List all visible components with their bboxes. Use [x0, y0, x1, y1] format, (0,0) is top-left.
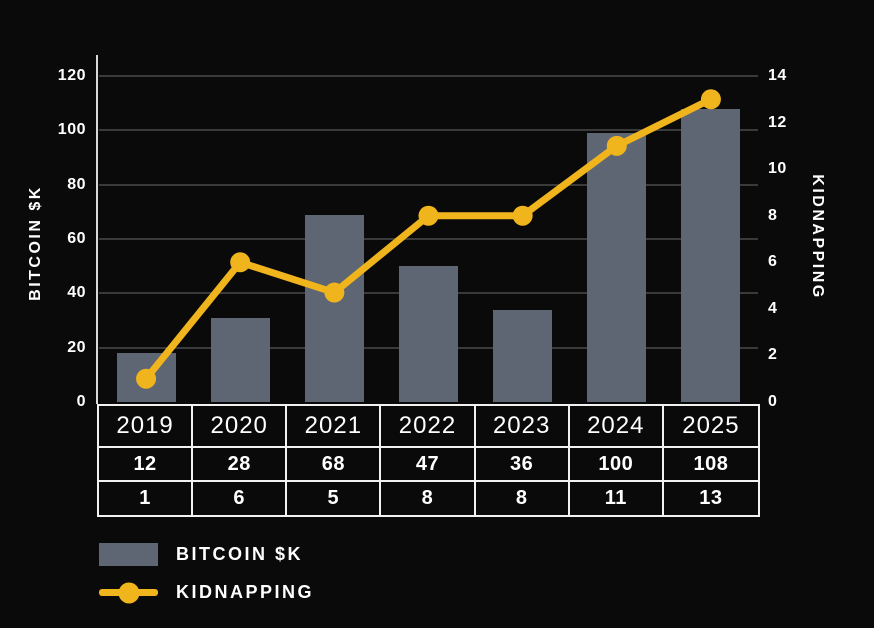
left-axis-tick-label: 100	[57, 121, 86, 139]
legend: BITCOIN $K KIDNAPPING	[99, 543, 314, 604]
legend-item-bitcoin: BITCOIN $K	[99, 543, 314, 566]
bitcoin-bar	[116, 353, 176, 402]
legend-kidnapping-label: KIDNAPPING	[176, 582, 315, 602]
right-axis-tick-label: 0	[768, 393, 778, 410]
table-bitcoin-value-cell: 68	[287, 448, 382, 482]
legend-kidnapping-dot-icon	[118, 582, 139, 603]
table-bitcoin-value-cell: 100	[569, 448, 664, 482]
bitcoin-bar	[210, 317, 270, 402]
table-kidnapping-value-cell: 13	[699, 487, 723, 509]
bitcoin-bar	[493, 309, 553, 402]
right-axis-title: KIDNAPPING	[809, 174, 826, 300]
table-year-cell: 2019	[99, 406, 194, 448]
gridline	[99, 129, 758, 132]
table-year-cell: 2023	[475, 406, 570, 448]
gridline	[99, 75, 758, 77]
right-axis-tick-label: 6	[768, 253, 778, 271]
table-year-cell: 2024	[569, 406, 664, 448]
right-axis-tick-label: 8	[768, 206, 778, 224]
right-axis-tick-label: 2	[768, 346, 778, 364]
left-axis-tick-label: 120	[57, 67, 86, 84]
table-bitcoin-value-cell: 36	[475, 448, 570, 482]
table-kidnapping-value-cell: 11	[570, 482, 664, 515]
table-year-cell: 2025	[663, 406, 758, 448]
legend-item-kidnapping: KIDNAPPING	[99, 581, 314, 604]
right-axis-tick-label: 14	[768, 67, 787, 84]
kidnapping-point	[418, 205, 439, 226]
kidnapping-point	[700, 89, 721, 110]
legend-bitcoin-swatch	[99, 543, 158, 566]
right-axis-tick-label: 12	[768, 113, 787, 131]
table-kidnapping-value-cell: 1	[99, 482, 194, 515]
table-bitcoin-value-cell: 47	[381, 448, 476, 482]
bitcoin-bar	[587, 133, 647, 402]
table-year-cell: 2020	[193, 406, 288, 448]
left-axis-tick-label: 0	[76, 393, 86, 410]
gridline	[99, 238, 758, 240]
right-axis-tick-label: 4	[768, 299, 778, 317]
legend-bitcoin-label: BITCOIN $K	[176, 544, 304, 564]
left-axis-tick-label: 60	[67, 230, 86, 247]
bitcoin-bar	[399, 266, 458, 402]
right-axis-tick-label: 10	[768, 160, 787, 178]
left-axis-line	[96, 55, 98, 404]
table-bitcoin-value-cell: 28	[193, 448, 288, 482]
left-axis-tick-label: 20	[67, 338, 86, 356]
legend-kidnapping-line	[99, 582, 158, 603]
left-axis-tick-label: 80	[67, 175, 86, 193]
table-kidnapping-value-cell: 8	[476, 482, 570, 515]
kidnapping-point	[230, 252, 251, 273]
table-kidnapping-value-cell: 6	[193, 482, 288, 515]
table-bitcoin-value-cell: 108	[663, 448, 758, 482]
table-bitcoin-value-cell: 12	[99, 448, 194, 482]
table-year-cell: 2021	[287, 406, 382, 448]
left-axis-tick-label: 40	[67, 284, 86, 302]
bitcoin-bar	[304, 214, 364, 402]
table-kidnapping-value-cell: 8	[381, 482, 476, 515]
data-table: 2019 2020 2021 2022 2023 2024 2025 12 28 68 47 36 10…	[97, 404, 760, 517]
kidnapping-point	[512, 205, 533, 226]
gridline	[99, 183, 758, 186]
bitcoin-bar	[681, 108, 741, 402]
table-year-cell: 2022	[381, 406, 476, 448]
table-kidnapping-value-cell: 5	[287, 482, 382, 515]
